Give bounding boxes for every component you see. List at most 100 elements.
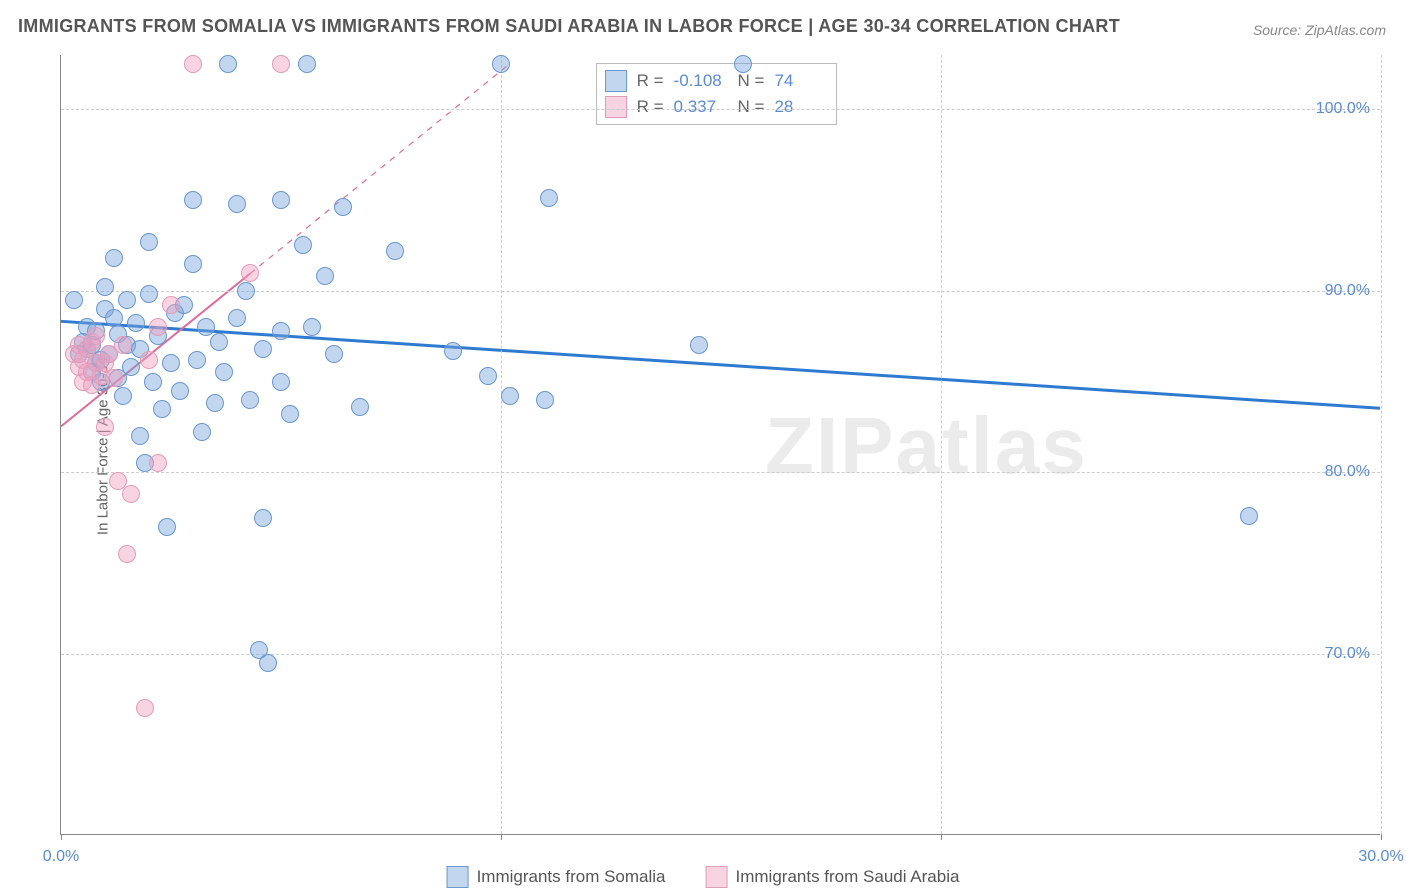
- scatter-point-somalia: [734, 55, 752, 73]
- horizontal-gridline: [61, 291, 1380, 292]
- legend-swatch-somalia: [447, 866, 469, 888]
- chart-title: IMMIGRANTS FROM SOMALIA VS IMMIGRANTS FR…: [18, 16, 1120, 37]
- scatter-point-somalia: [140, 285, 158, 303]
- watermark: ZIPatlas: [765, 400, 1088, 492]
- plot-area: ZIPatlas R =-0.108N =74R =0.337N =28 70.…: [60, 55, 1380, 835]
- legend-swatch-saudi: [706, 866, 728, 888]
- scatter-point-somalia: [501, 387, 519, 405]
- scatter-point-somalia: [131, 427, 149, 445]
- scatter-point-somalia: [162, 354, 180, 372]
- scatter-point-saudi: [122, 485, 140, 503]
- scatter-point-somalia: [65, 291, 83, 309]
- scatter-point-somalia: [228, 195, 246, 213]
- scatter-point-somalia: [303, 318, 321, 336]
- trend-lines-layer: [61, 55, 1380, 834]
- stats-r-label: R =: [637, 71, 664, 91]
- series-legend: Immigrants from SomaliaImmigrants from S…: [447, 866, 960, 888]
- x-tick-mark: [501, 834, 502, 840]
- trend-line-dashed-saudi: [250, 64, 509, 274]
- scatter-point-saudi: [96, 418, 114, 436]
- scatter-point-somalia: [188, 351, 206, 369]
- x-tick-mark: [61, 834, 62, 840]
- scatter-point-somalia: [118, 291, 136, 309]
- scatter-point-somalia: [536, 391, 554, 409]
- scatter-point-somalia: [127, 314, 145, 332]
- scatter-point-somalia: [272, 322, 290, 340]
- scatter-point-somalia: [197, 318, 215, 336]
- scatter-point-somalia: [316, 267, 334, 285]
- scatter-point-somalia: [114, 387, 132, 405]
- stats-row-saudi: R = 0.337 N = 28: [605, 94, 829, 120]
- scatter-point-somalia: [540, 189, 558, 207]
- scatter-point-somalia: [171, 382, 189, 400]
- legend-label-saudi: Immigrants from Saudi Arabia: [736, 867, 960, 887]
- scatter-point-somalia: [158, 518, 176, 536]
- stats-n-label: N =: [738, 97, 765, 117]
- stats-row-somalia: R =-0.108N =74: [605, 68, 829, 94]
- scatter-point-somalia: [351, 398, 369, 416]
- y-tick-label: 70.0%: [1325, 645, 1370, 663]
- x-tick-mark: [1381, 834, 1382, 840]
- source-attribution: Source: ZipAtlas.com: [1253, 22, 1386, 38]
- stats-swatch-somalia: [605, 70, 627, 92]
- scatter-point-somalia: [1240, 507, 1258, 525]
- y-tick-label: 90.0%: [1325, 282, 1370, 300]
- scatter-point-saudi: [149, 454, 167, 472]
- vertical-gridline: [1381, 55, 1382, 834]
- scatter-point-somalia: [184, 255, 202, 273]
- scatter-point-somalia: [193, 423, 211, 441]
- scatter-point-somalia: [206, 394, 224, 412]
- scatter-point-somalia: [210, 333, 228, 351]
- scatter-point-somalia: [140, 233, 158, 251]
- scatter-point-saudi: [105, 369, 123, 387]
- chart-container: IMMIGRANTS FROM SOMALIA VS IMMIGRANTS FR…: [0, 0, 1406, 892]
- scatter-point-somalia: [237, 282, 255, 300]
- scatter-point-saudi: [87, 327, 105, 345]
- scatter-point-saudi: [136, 699, 154, 717]
- legend-item-saudi: Immigrants from Saudi Arabia: [706, 866, 960, 888]
- scatter-point-somalia: [228, 309, 246, 327]
- scatter-point-somalia: [105, 309, 123, 327]
- trend-line-somalia: [61, 321, 1380, 408]
- scatter-point-somalia: [215, 363, 233, 381]
- x-tick-mark: [941, 834, 942, 840]
- stats-r-value-saudi: 0.337: [674, 97, 728, 117]
- scatter-point-somalia: [219, 55, 237, 73]
- scatter-point-somalia: [492, 55, 510, 73]
- scatter-point-somalia: [479, 367, 497, 385]
- stats-n-value-somalia: 74: [774, 71, 828, 91]
- scatter-point-somalia: [144, 373, 162, 391]
- stats-r-label: R =: [637, 97, 664, 117]
- scatter-point-saudi: [184, 55, 202, 73]
- y-tick-label: 80.0%: [1325, 463, 1370, 481]
- scatter-point-somalia: [444, 342, 462, 360]
- vertical-gridline: [941, 55, 942, 834]
- scatter-point-somalia: [105, 249, 123, 267]
- scatter-point-somalia: [281, 405, 299, 423]
- x-tick-label: 0.0%: [43, 848, 79, 866]
- scatter-point-somalia: [153, 400, 171, 418]
- scatter-point-somalia: [122, 358, 140, 376]
- scatter-point-saudi: [140, 351, 158, 369]
- scatter-point-somalia: [259, 654, 277, 672]
- scatter-point-somalia: [96, 278, 114, 296]
- scatter-point-somalia: [241, 391, 259, 409]
- scatter-point-somalia: [254, 509, 272, 527]
- scatter-point-somalia: [294, 236, 312, 254]
- stats-n-value-saudi: 28: [774, 97, 828, 117]
- scatter-point-somalia: [272, 191, 290, 209]
- horizontal-gridline: [61, 472, 1380, 473]
- stats-swatch-saudi: [605, 96, 627, 118]
- vertical-gridline: [501, 55, 502, 834]
- scatter-point-saudi: [162, 296, 180, 314]
- scatter-point-somalia: [386, 242, 404, 260]
- scatter-point-saudi: [114, 336, 132, 354]
- scatter-point-saudi: [272, 55, 290, 73]
- scatter-point-somalia: [272, 373, 290, 391]
- stats-n-label: N =: [738, 71, 765, 91]
- scatter-point-saudi: [149, 318, 167, 336]
- scatter-point-somalia: [298, 55, 316, 73]
- scatter-point-somalia: [690, 336, 708, 354]
- horizontal-gridline: [61, 109, 1380, 110]
- y-tick-label: 100.0%: [1316, 100, 1370, 118]
